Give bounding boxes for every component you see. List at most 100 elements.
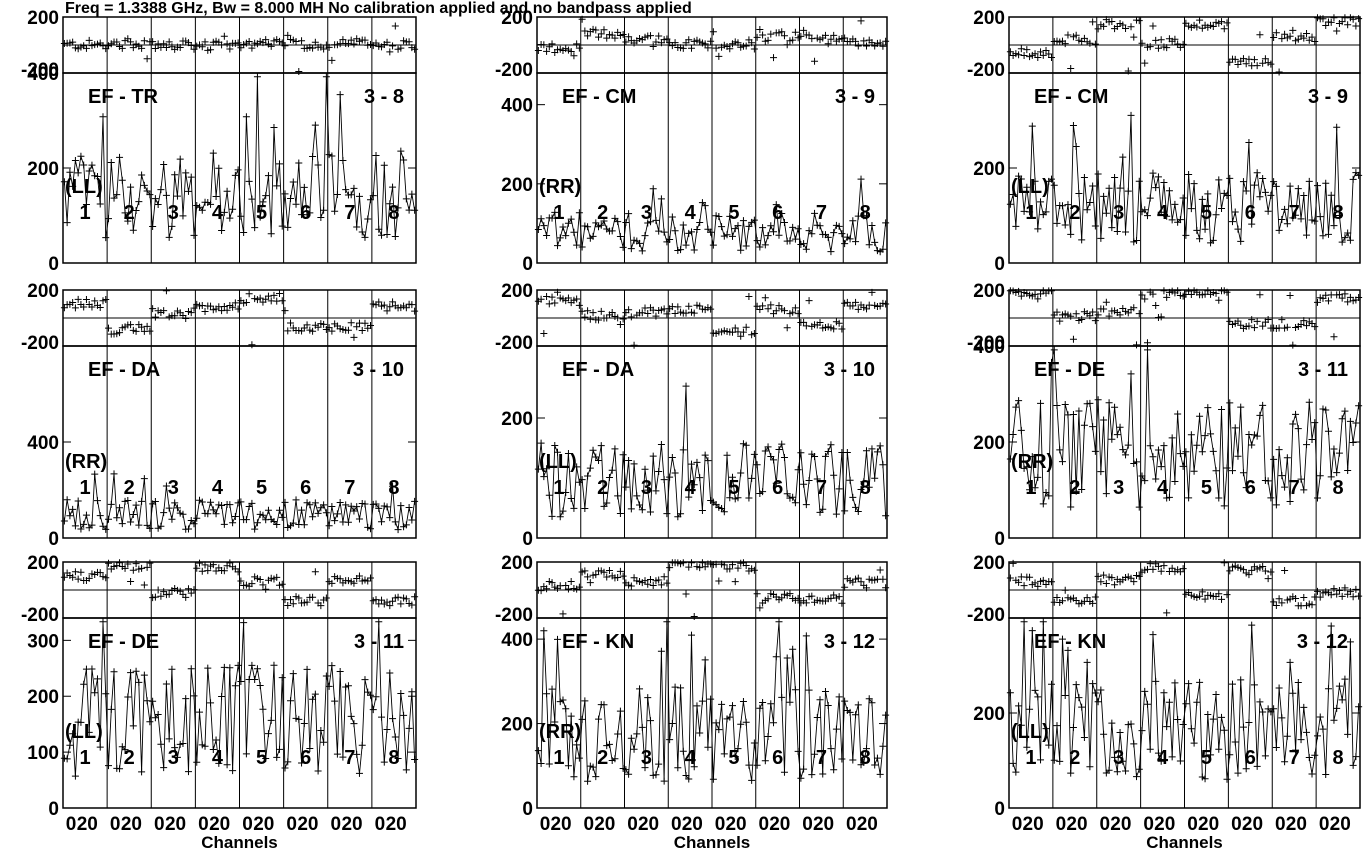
amplitude-point [1275, 226, 1283, 234]
amplitude-point [71, 772, 79, 780]
phase-point [1048, 287, 1055, 295]
amplitude-point [871, 761, 879, 769]
amplitude-point [630, 460, 638, 468]
amplitude-point [745, 761, 753, 769]
if-label: 3 [1113, 477, 1124, 499]
amplitude-point [1023, 463, 1031, 471]
amplitude-point [1207, 751, 1215, 759]
phase-point [298, 37, 306, 45]
if-label: 5 [728, 747, 739, 769]
amplitude-point [868, 699, 876, 707]
amplitude-point [1261, 188, 1269, 196]
phase-point [165, 590, 173, 598]
amplitude-point [320, 206, 328, 214]
phase-point [794, 310, 802, 318]
amplitude-point [737, 246, 745, 254]
phase-point [1097, 578, 1105, 586]
amplitude-point [811, 750, 819, 758]
amplitude-point [1113, 768, 1121, 776]
amplitude-point [764, 732, 772, 740]
amplitude-point [1078, 703, 1086, 711]
phase-point [1069, 335, 1077, 343]
amplitude-point [1226, 174, 1234, 182]
phase-point [1141, 295, 1149, 303]
phase-point [603, 34, 611, 42]
amplitude-point [400, 711, 408, 719]
phase-point [1149, 22, 1157, 30]
amplitude-point [408, 688, 416, 696]
phase-point [739, 328, 747, 336]
phase-point [575, 301, 583, 309]
amplitude-point [1094, 170, 1102, 178]
phase-point [121, 564, 129, 572]
phase-point [712, 44, 720, 52]
amplitude-point [734, 222, 742, 230]
amplitude-point [331, 517, 339, 525]
amplitude-point [284, 223, 292, 231]
baseline-label: EF - CM [1034, 86, 1108, 108]
amplitude-point [66, 168, 74, 176]
phase-point [165, 38, 173, 46]
amplitude-point [1157, 208, 1165, 216]
amplitude-point [248, 499, 256, 507]
amplitude-point [1338, 415, 1346, 423]
amplitude-point [262, 192, 270, 200]
phase-point [275, 290, 283, 298]
amplitude-point [1239, 178, 1247, 186]
phase-point [764, 305, 772, 313]
phase-point [411, 307, 419, 315]
x-tick-label: 20 [682, 814, 703, 835]
amplitude-point [397, 502, 405, 510]
phase-point [317, 602, 325, 610]
phase-point [328, 579, 336, 587]
amp-tick-label: 0 [48, 799, 59, 820]
amplitude-point [138, 171, 146, 179]
phase-point [567, 578, 575, 586]
phase-point [649, 581, 657, 589]
phase-point [124, 560, 132, 568]
amplitude-point [663, 510, 671, 518]
amplitude-point [1058, 202, 1066, 210]
amplitude-point [729, 702, 737, 710]
phase-point [1091, 317, 1099, 325]
amplitude-point [668, 213, 676, 221]
phase-point [350, 333, 358, 341]
phase-point [554, 288, 562, 296]
amplitude-point [756, 243, 764, 251]
phase-point [551, 299, 559, 307]
phase-point [1127, 23, 1135, 31]
amplitude-point [366, 691, 374, 699]
x-tick-label: 0 [1275, 814, 1286, 835]
phase-point [701, 40, 709, 48]
amplitude-point [328, 662, 336, 670]
amplitude-series-line [63, 76, 416, 239]
amplitude-point [281, 190, 289, 198]
antenna-pair-label: 3 - 12 [1297, 631, 1348, 653]
phase-point [608, 308, 616, 316]
amplitude-point [1272, 501, 1280, 509]
amplitude-point [1086, 763, 1094, 771]
amplitude-point [753, 237, 761, 245]
phase-point [223, 306, 231, 314]
phase-point [534, 46, 542, 54]
amplitude-point [135, 521, 143, 529]
polarization-label: (RR) [65, 451, 107, 473]
amplitude-point [273, 753, 281, 761]
phase-point [811, 57, 819, 65]
phase-point [1124, 67, 1132, 75]
amplitude-point [320, 501, 328, 509]
amplitude-point [372, 693, 380, 701]
phase-point [1289, 341, 1297, 349]
amplitude-point [333, 510, 341, 518]
amplitude-point [811, 453, 819, 461]
phase-point [82, 295, 90, 303]
amplitude-point [292, 200, 300, 208]
phase-point [1089, 308, 1097, 316]
amplitude-point [118, 520, 126, 528]
amplitude-point [1324, 230, 1332, 238]
phase-point [154, 586, 162, 594]
amplitude-point [69, 730, 77, 738]
amplitude-point [300, 720, 308, 728]
amplitude-point [540, 627, 548, 635]
amplitude-point [794, 225, 802, 233]
